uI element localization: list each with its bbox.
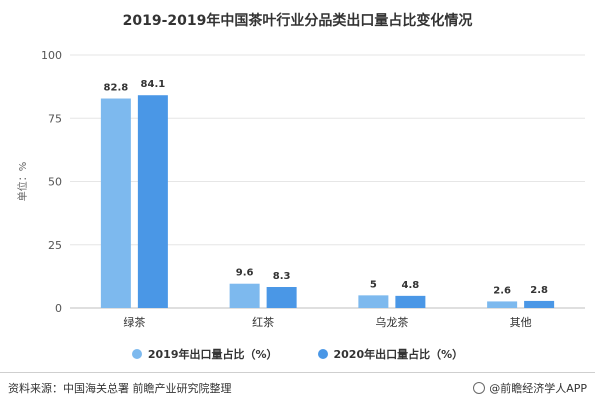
chart-title: 2019-2019年中国茶叶行业分品类出口量占比变化情况 <box>122 13 473 29</box>
bar <box>137 95 168 309</box>
x-category-label: 其他 <box>510 316 532 329</box>
legend-item-2019: 2019年出口量占比（%） <box>131 346 278 362</box>
y-tick-label: 0 <box>55 302 62 315</box>
bar <box>487 301 518 308</box>
legend-label-2019: 2019年出口量占比（%） <box>147 348 278 361</box>
bar <box>229 283 260 308</box>
legend-label-2020: 2020年出口量占比（%） <box>333 348 464 361</box>
data-label: 4.8 <box>402 280 420 291</box>
brand-logo-icon <box>473 382 486 394</box>
brand-text: @前瞻经济学人APP <box>489 382 587 395</box>
bar <box>358 295 389 308</box>
y-tick-label: 25 <box>48 239 62 252</box>
legend: 2019年出口量占比（%） 2020年出口量占比（%） <box>0 346 595 362</box>
data-label: 2.8 <box>530 285 548 296</box>
bar <box>524 300 555 308</box>
footer-divider <box>0 372 595 373</box>
y-tick-label: 75 <box>48 112 62 125</box>
data-label: 2.6 <box>493 285 511 296</box>
bar <box>100 98 131 309</box>
legend-marker-2019 <box>131 349 142 359</box>
y-axis-label: 单位：% <box>16 162 29 202</box>
data-label: 5 <box>370 279 377 290</box>
bar <box>395 295 426 308</box>
legend-marker-2020 <box>317 349 328 359</box>
data-label: 9.6 <box>236 268 254 279</box>
x-category-label: 乌龙茶 <box>375 315 408 329</box>
data-label: 84.1 <box>141 79 166 90</box>
data-label: 8.3 <box>273 271 291 282</box>
legend-item-2020: 2020年出口量占比（%） <box>317 346 464 362</box>
y-tick-label: 100 <box>41 49 62 62</box>
data-label: 82.8 <box>104 83 129 94</box>
bar <box>266 287 297 308</box>
y-tick-label: 50 <box>48 176 62 189</box>
brand-credit: @前瞻经济学人APP <box>473 380 587 396</box>
x-category-label: 绿茶 <box>123 315 145 329</box>
x-category-label: 红茶 <box>252 316 274 329</box>
source-note: 资料来源：中国海关总署 前瞻产业研究院整理 <box>8 382 232 395</box>
